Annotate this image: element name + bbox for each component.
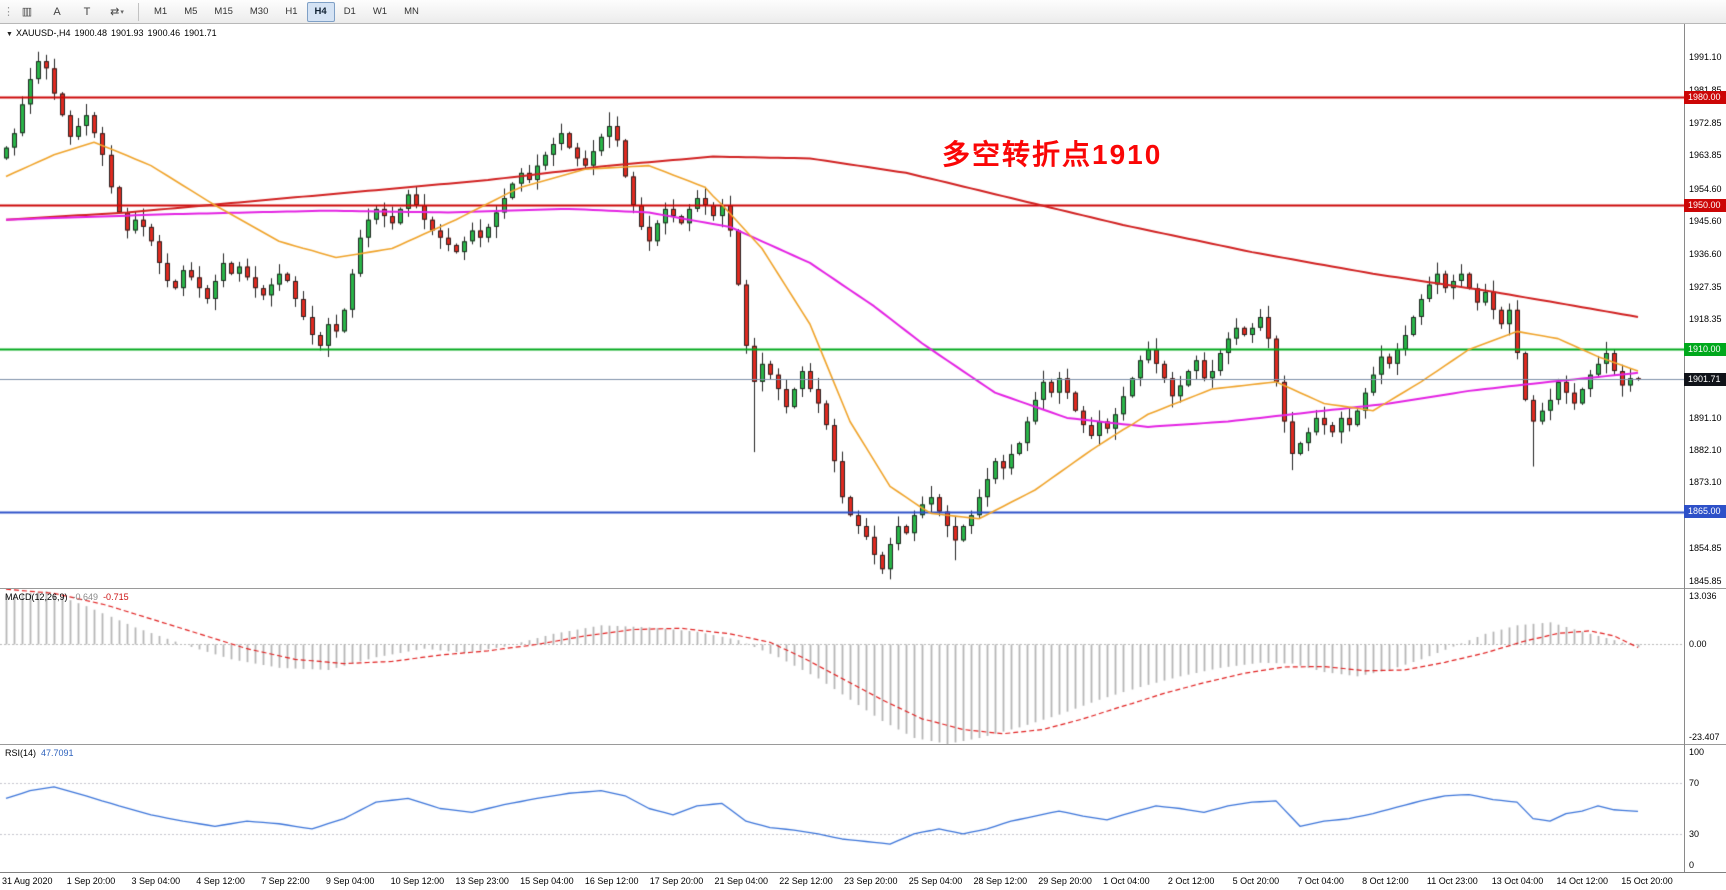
timeframe-button-d1[interactable]: D1 <box>343 6 356 17</box>
time-axis-label: 25 Sep 04:00 <box>908 876 963 886</box>
chart-shift-icon[interactable]: ⇄ ▾ <box>103 1 131 23</box>
level-price-badge: 1865.00 <box>1684 505 1726 519</box>
close-value: 1901.71 <box>184 28 217 38</box>
time-axis-label: 22 Sep 12:00 <box>779 876 833 886</box>
chart-annotation-text[interactable]: 多空转折点1910 <box>942 139 1163 170</box>
price-scale-label: 1873.10 <box>1689 477 1722 488</box>
symbol-dropdown-icon[interactable]: ▼ <box>6 31 13 38</box>
panel-separator-macd[interactable] <box>0 588 1726 589</box>
time-axis-label: 15 Oct 20:00 <box>1621 876 1673 886</box>
price-scale-label: 1854.85 <box>1689 543 1722 554</box>
macd-scale-zero-label: 0.00 <box>1689 639 1707 650</box>
price-scale-label: 1891.10 <box>1689 412 1722 423</box>
chevron-down-icon: ▾ <box>120 8 124 16</box>
timeframe-button-m15[interactable]: M15 <box>214 6 233 17</box>
annotation-a-icon[interactable]: A <box>53 5 61 18</box>
price-scale-border <box>1684 24 1685 872</box>
price-scale-label: 1954.60 <box>1689 183 1722 194</box>
time-axis-label: 7 Sep 22:00 <box>261 876 310 886</box>
price-scale-label: 1972.85 <box>1689 117 1722 128</box>
time-axis-label: 7 Oct 04:00 <box>1297 876 1344 886</box>
price-scale-label: 1918.35 <box>1689 314 1722 325</box>
price-scale-label: 1936.60 <box>1689 248 1722 259</box>
time-axis-label: 8 Oct 12:00 <box>1362 876 1409 886</box>
time-axis-label: 9 Sep 04:00 <box>325 876 375 886</box>
rsi-indicator-canvas[interactable] <box>0 745 1684 872</box>
timeframe-button-m1[interactable]: M1 <box>154 6 168 17</box>
time-axis-label: 14 Oct 12:00 <box>1556 876 1608 886</box>
macd-main-value: -0.649 <box>72 592 99 602</box>
price-scale-label: 1945.60 <box>1689 216 1722 227</box>
timeframe-button-h1[interactable]: H1 <box>285 6 298 17</box>
time-axis-label: 28 Sep 12:00 <box>973 876 1028 886</box>
time-axis-label: 17 Sep 20:00 <box>649 876 704 886</box>
open-value: 1900.48 <box>74 28 107 38</box>
level-price-badge: 1980.00 <box>1684 90 1726 104</box>
high-value: 1901.93 <box>111 28 144 38</box>
rsi-scale-label-70: 70 <box>1689 778 1700 789</box>
rsi-label-line: RSI(14) 47.7091 <box>5 748 79 758</box>
toolbar: ⋮ ▥ A T ⇄ ▾ M1 M5 M15 M30 H1 H4 D1 W1 MN <box>0 0 1726 24</box>
symbol-ohlc-line: ▼ XAUUSD-,H4 1900.48 1901.93 1900.46 1901.71 <box>6 28 221 38</box>
text-tool-icon[interactable]: T <box>83 5 91 18</box>
toolbar-separator <box>138 2 139 21</box>
price-scale-label: 1991.10 <box>1689 52 1722 63</box>
price-scale-label: 1927.35 <box>1689 281 1722 292</box>
rsi-scale-label-0: 0 <box>1689 860 1695 870</box>
rsi-value: 47.7091 <box>41 748 74 758</box>
current-price-badge: 1901.71 <box>1684 372 1726 386</box>
rsi-scale-label-100: 100 <box>1689 747 1705 757</box>
macd-label-line: MACD(12,26,9) -0.649 -0.715 <box>5 592 134 602</box>
timeframe-toolbar: M1 M5 M15 M30 H1 H4 D1 W1 MN <box>146 1 427 22</box>
time-axis-label: 29 Sep 20:00 <box>1038 876 1092 886</box>
level-price-badge: 1950.00 <box>1684 198 1726 212</box>
time-axis-label: 15 Sep 04:00 <box>520 876 574 886</box>
timeframe-button-h4[interactable]: H4 <box>306 1 335 22</box>
time-axis[interactable]: 31 Aug 2020 1 Sep 20:00 3 Sep 04:00 4 Sep 1… <box>0 872 1726 890</box>
low-value: 1900.46 <box>147 28 181 38</box>
time-axis-label: 13 Sep 23:00 <box>455 876 509 886</box>
time-axis-label: 23 Sep 20:00 <box>844 876 898 886</box>
timeframe-button-w1[interactable]: W1 <box>372 6 388 17</box>
time-axis-label: 1 Sep 20:00 <box>66 876 116 886</box>
rsi-label: RSI(14) <box>5 748 37 758</box>
timeframe-button-mn[interactable]: MN <box>404 6 419 17</box>
macd-scale-max-label: 13.036 <box>1689 591 1717 601</box>
timeframe-button-m5[interactable]: M5 <box>184 6 198 17</box>
main-chart-canvas[interactable] <box>0 24 1684 588</box>
symbol-label: XAUUSD-,H4 <box>15 28 71 38</box>
level-price-badge: 1910.00 <box>1684 342 1726 356</box>
macd-label: MACD(12,26,9) <box>5 592 68 602</box>
bar-chart-icon[interactable]: ▥ <box>21 6 33 18</box>
rsi-scale-label-30: 30 <box>1689 828 1700 839</box>
price-scale-label: 1845.85 <box>1689 575 1722 586</box>
time-axis-label: 5 Oct 20:00 <box>1232 876 1280 886</box>
time-axis-label: 10 Sep 12:00 <box>390 876 445 886</box>
toolbar-grip[interactable]: ⋮ <box>3 5 14 18</box>
time-axis-label: 1 Oct 04:00 <box>1103 876 1150 886</box>
time-axis-label: 16 Sep 12:00 <box>584 876 639 886</box>
time-axis-label: 3 Sep 04:00 <box>131 876 181 886</box>
time-axis-label: 13 Oct 04:00 <box>1491 876 1544 886</box>
panel-separator-rsi[interactable] <box>0 744 1726 745</box>
time-axis-label: 11 Oct 23:00 <box>1426 876 1478 886</box>
time-axis-label: 2 Oct 12:00 <box>1167 876 1215 886</box>
macd-scale-min-label: -23.407 <box>1689 732 1720 742</box>
time-axis-label: 4 Sep 12:00 <box>196 876 245 886</box>
timeframe-button-m30[interactable]: M30 <box>249 6 269 17</box>
macd-signal-value: -0.715 <box>103 592 129 602</box>
price-scale-label: 1882.10 <box>1689 444 1722 455</box>
time-axis-label: 31 Aug 2020 <box>2 876 53 886</box>
macd-indicator-canvas[interactable] <box>0 589 1684 744</box>
time-axis-label: 21 Sep 04:00 <box>714 876 769 886</box>
price-scale-label: 1981.85 <box>1689 85 1722 95</box>
price-scale-label: 1963.85 <box>1689 150 1722 161</box>
chart-shift-glyph: ⇄ <box>110 6 120 18</box>
